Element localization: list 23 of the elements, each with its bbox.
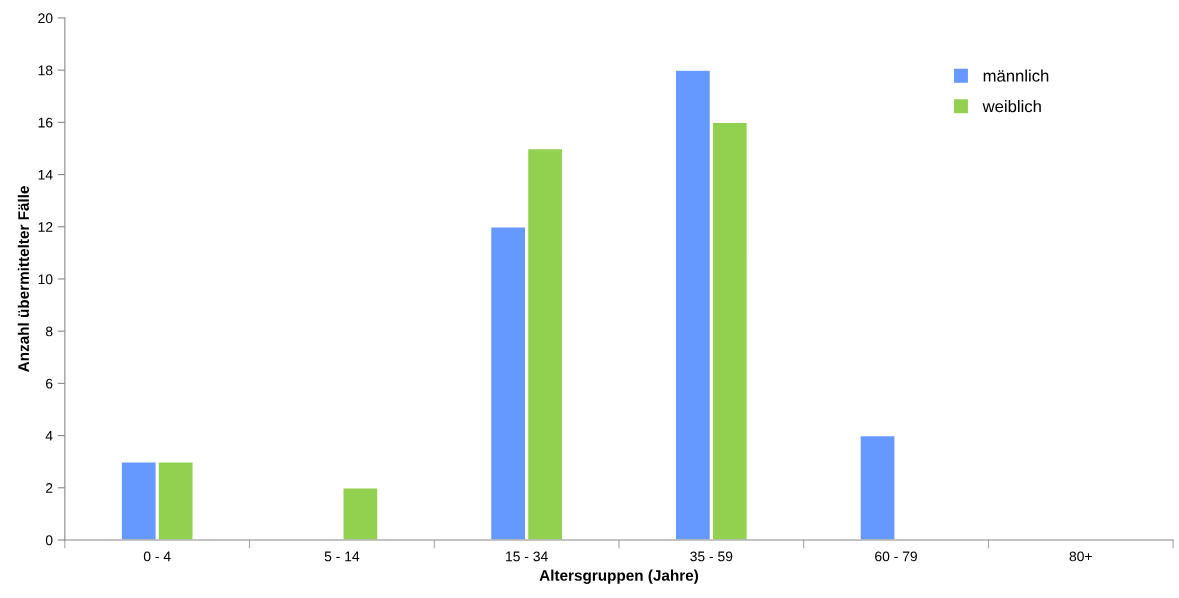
y-tick-label: 20 [38, 13, 53, 24]
y-tick-label: 18 [38, 65, 53, 76]
y-tick-label: 4 [45, 431, 53, 441]
x-tick-label: 5 - 14 [324, 551, 360, 562]
x-axis-title: Altersgruppen (Jahre) [539, 569, 699, 584]
y-axis-title: Anzahl übermittelter Fälle [17, 186, 30, 372]
y-tick-label: 16 [38, 117, 53, 128]
legend-label: weiblich [982, 100, 1041, 113]
y-tick-label: 8 [45, 326, 53, 337]
legend-label: männlich [983, 69, 1049, 82]
x-tick-label: 80+ [1069, 551, 1092, 562]
y-tick-label: 0 [45, 535, 53, 546]
bar [342, 487, 379, 540]
x-tick-label: 60 - 79 [875, 551, 917, 562]
y-tick-label: 6 [46, 378, 53, 389]
bar [859, 434, 896, 540]
x-tick-label: 0 - 4 [143, 551, 171, 562]
y-tick-label: 10 [38, 274, 53, 285]
y-tick-label: 14 [38, 170, 53, 180]
y-tick-label: 2 [46, 483, 53, 493]
y-tick-label: 12 [38, 222, 53, 232]
x-tick-label: 15 - 34 [506, 551, 548, 562]
x-tick-label: 35 - 59 [690, 551, 733, 562]
